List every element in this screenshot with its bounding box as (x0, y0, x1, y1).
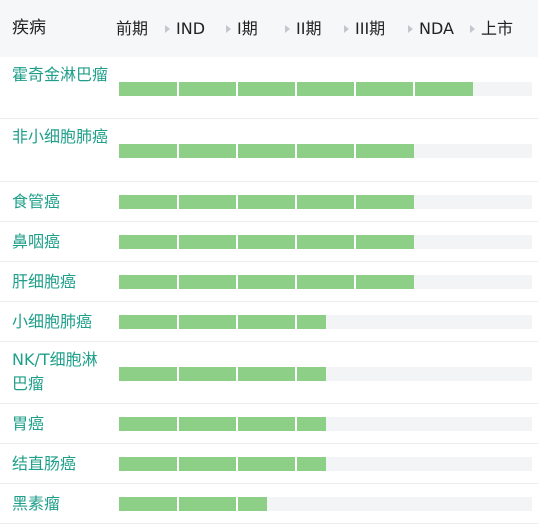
caret-right-icon (165, 24, 170, 33)
stage-divider (177, 195, 179, 209)
stage-divider (236, 275, 238, 289)
progress-track (119, 275, 532, 289)
progress-track (119, 367, 532, 381)
stage-header-label: NDA (419, 19, 454, 38)
table-header: 疾病 前期 IND I期 II期 III期 NDA 上市 (0, 0, 538, 57)
progress-fill (119, 275, 414, 289)
stage-divider (236, 235, 238, 249)
stage-header-5: NDA (408, 0, 454, 57)
stage-divider (236, 315, 238, 329)
stage-divider (295, 195, 297, 209)
progress-track (119, 195, 532, 209)
disease-name[interactable]: NK/T细胞淋巴瘤 (12, 350, 98, 393)
disease-name[interactable]: 结直肠癌 (12, 454, 77, 473)
stage-divider (236, 367, 238, 381)
stage-divider (413, 82, 415, 96)
stage-divider (236, 497, 238, 511)
caret-right-icon (285, 24, 290, 33)
table-row[interactable]: 鼻咽癌 (0, 222, 538, 262)
stage-divider (236, 144, 238, 158)
disease-name[interactable]: 霍奇金淋巴瘤 (12, 65, 109, 84)
stage-header-0: 前期 (116, 0, 148, 57)
stage-divider (177, 367, 179, 381)
stage-divider (177, 315, 179, 329)
stage-header-4: III期 (344, 0, 385, 57)
stage-divider (295, 82, 297, 96)
stage-divider (354, 144, 356, 158)
stage-header-label: II期 (296, 19, 322, 38)
progress-track (119, 497, 532, 511)
stage-header-label: 上市 (481, 19, 514, 38)
progress-track (119, 82, 532, 96)
disease-column-header: 疾病 (12, 18, 46, 38)
progress-fill (119, 235, 414, 249)
table-row[interactable]: 霍奇金淋巴瘤 (0, 57, 538, 119)
stage-divider (177, 457, 179, 471)
stage-divider (236, 417, 238, 431)
disease-name[interactable]: 肝细胞癌 (12, 272, 77, 291)
progress-track (119, 315, 532, 329)
stage-header-label: I期 (237, 19, 258, 38)
progress-track (119, 457, 532, 471)
disease-rows: 霍奇金淋巴瘤 非小细胞肺癌 食管癌鼻咽癌肝细胞癌小细胞肺癌 NK/T细胞淋巴瘤胃癌结直… (0, 57, 538, 524)
disease-name[interactable]: 非小细胞肺癌 (12, 127, 109, 146)
stage-divider (295, 144, 297, 158)
disease-name[interactable]: 黑素瘤 (12, 494, 61, 513)
progress-fill (119, 367, 326, 381)
progress-track (119, 144, 532, 158)
stage-divider (295, 235, 297, 249)
table-row[interactable]: 食管癌 (0, 182, 538, 222)
stage-divider (177, 275, 179, 289)
table-row[interactable]: 小细胞肺癌 (0, 302, 538, 342)
stage-header-label: IND (176, 19, 206, 38)
stage-divider (177, 497, 179, 511)
progress-track (119, 417, 532, 431)
table-row[interactable]: 胃癌 (0, 404, 538, 444)
caret-right-icon (470, 24, 475, 33)
stage-divider (295, 457, 297, 471)
stage-divider (295, 417, 297, 431)
progress-track (119, 235, 532, 249)
stage-header-3: II期 (285, 0, 321, 57)
stage-divider (354, 82, 356, 96)
stage-divider (354, 195, 356, 209)
stage-divider (177, 417, 179, 431)
stage-divider (236, 457, 238, 471)
progress-fill (119, 417, 326, 431)
progress-fill (119, 457, 326, 471)
progress-fill (119, 144, 414, 158)
stage-header-2: I期 (226, 0, 258, 57)
disease-name[interactable]: 小细胞肺癌 (12, 312, 93, 331)
stage-divider (354, 235, 356, 249)
stage-divider (295, 275, 297, 289)
caret-right-icon (408, 24, 413, 33)
stage-divider (177, 235, 179, 249)
caret-right-icon (344, 24, 349, 33)
table-row[interactable]: 黑素瘤 (0, 484, 538, 524)
table-row[interactable]: 非小细胞肺癌 (0, 119, 538, 182)
table-row[interactable]: 肝细胞癌 (0, 262, 538, 302)
stage-header-label: III期 (355, 19, 386, 38)
stage-divider (236, 82, 238, 96)
stage-divider (177, 82, 179, 96)
stage-divider (354, 275, 356, 289)
stage-divider (295, 315, 297, 329)
stage-divider (236, 195, 238, 209)
caret-right-icon (226, 24, 231, 33)
table-row[interactable]: NK/T细胞淋巴瘤 (0, 342, 538, 404)
disease-name[interactable]: 胃癌 (12, 414, 45, 433)
disease-name[interactable]: 鼻咽癌 (12, 232, 61, 251)
stage-divider (295, 367, 297, 381)
progress-fill (119, 497, 267, 511)
stage-header-1: IND (165, 0, 205, 57)
table-row[interactable]: 结直肠癌 (0, 444, 538, 484)
stage-header-6: 上市 (470, 0, 513, 57)
progress-fill (119, 315, 326, 329)
stage-header-label: 前期 (116, 19, 149, 38)
disease-name[interactable]: 食管癌 (12, 192, 61, 211)
progress-fill (119, 195, 414, 209)
stage-divider (177, 144, 179, 158)
